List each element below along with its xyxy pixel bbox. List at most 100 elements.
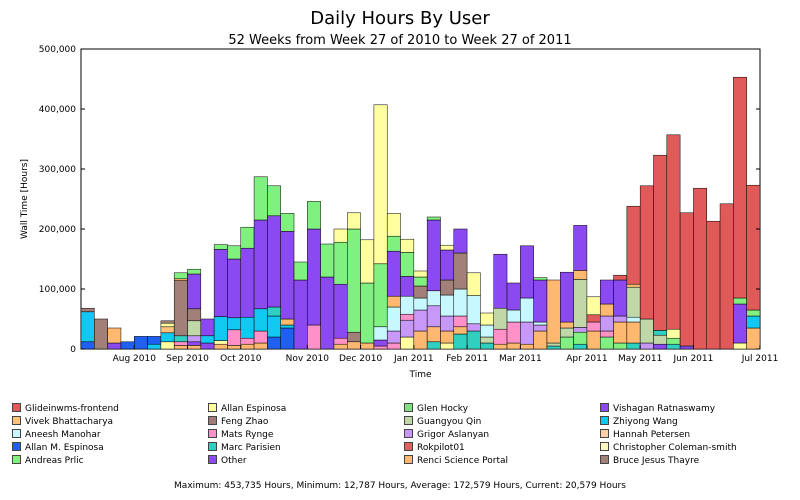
- bar-week-35-seg-2: [533, 324, 548, 332]
- bar-week-42-seg-4: [626, 286, 641, 318]
- bar-week-40-seg-1: [599, 336, 614, 350]
- bar-week-43-seg-1: [639, 342, 654, 350]
- bar-week-9-seg-1: [187, 345, 202, 350]
- x-axis-label: Time: [408, 370, 431, 380]
- bar-week-28-seg-4: [440, 294, 455, 317]
- y-tick-label-4: 400,000: [39, 105, 76, 115]
- legend-item: Bruce Jesus Thayre: [600, 455, 699, 466]
- bar-week-9-seg-5: [187, 308, 202, 322]
- bar-week-9-seg-6: [187, 273, 202, 310]
- legend-swatch: [12, 416, 21, 425]
- y-tick-label-1: 100,000: [39, 285, 76, 295]
- legend-item: Allan M. Espinosa: [12, 442, 104, 453]
- bar-week-23-seg-1: [373, 345, 388, 350]
- x-tick-label-11: Jul 2011: [741, 354, 779, 364]
- bar-week-3-seg-2: [107, 327, 122, 344]
- bar-week-34-seg-3: [520, 297, 534, 323]
- bar-week-39-seg-3: [586, 314, 601, 323]
- legend-label: Glen Hocky: [417, 404, 469, 414]
- bar-week-30-seg-4: [466, 272, 481, 296]
- bar-week-29-seg-6: [453, 228, 468, 254]
- bar-week-38-seg-2: [573, 331, 588, 345]
- bar-week-3-seg-1: [107, 342, 122, 350]
- legend-swatch: [208, 429, 217, 438]
- bar-week-26-seg-3: [413, 297, 428, 311]
- bar-week-23-seg-3: [373, 326, 388, 341]
- bar-week-10-seg-2: [200, 335, 215, 344]
- bar-week-33-seg-2: [506, 321, 521, 344]
- bar-week-44-seg-1: [653, 343, 668, 350]
- bar-week-25-seg-1: [400, 336, 415, 350]
- bar-week-40-seg-4: [599, 303, 614, 317]
- bar-week-8-seg-2: [173, 341, 188, 346]
- legend-item: Hannah Petersen: [600, 429, 690, 440]
- bar-week-7-seg-2: [160, 332, 175, 343]
- legend-label: Allan Espinosa: [221, 404, 287, 414]
- bar-week-38-seg-3: [573, 327, 588, 333]
- bar-week-14-seg-1: [253, 342, 268, 350]
- bar-week-9-seg-7: [187, 268, 202, 275]
- bar-week-7-seg-5: [160, 320, 175, 324]
- bar-week-2-seg-1: [94, 318, 108, 350]
- bar-week-49-seg-1: [719, 203, 734, 350]
- bar-week-17-seg-2: [293, 261, 308, 281]
- bar-week-19-seg-2: [320, 243, 335, 278]
- legend-item: Other: [208, 455, 247, 466]
- bar-week-1-seg-2: [80, 311, 95, 343]
- bar-week-43-seg-2: [639, 318, 654, 344]
- bar-week-17-seg-1: [293, 279, 308, 350]
- legend-swatch: [12, 403, 21, 412]
- bar-week-24-seg-7: [386, 213, 401, 237]
- bar-week-20-seg-1: [333, 343, 348, 350]
- bar-week-46-seg-1: [679, 345, 694, 350]
- x-tick-label-7: Mar 2011: [499, 354, 542, 364]
- bar-week-31-seg-2: [480, 336, 494, 344]
- chart-subtitle: 52 Weeks from Week 27 of 2010 to Week 27…: [228, 33, 572, 48]
- bar-week-12-seg-4: [227, 258, 242, 319]
- x-tick-label-3: Nov 2010: [286, 354, 330, 364]
- legend-label: Other: [221, 456, 247, 466]
- bar-week-21-seg-2: [347, 331, 361, 343]
- bar-week-36-seg-3: [546, 279, 561, 344]
- legend-item: Vivek Bhattacharya: [12, 416, 113, 427]
- bar-week-28-seg-1: [440, 342, 455, 350]
- bar-week-44-seg-3: [653, 330, 668, 336]
- bar-week-20-seg-3: [333, 283, 348, 339]
- bar-week-47-seg-1: [693, 187, 707, 350]
- chart-plot: 0 100,000 200,000 300,000 400,000 500,000 Aug …: [20, 45, 779, 380]
- bar-week-8-seg-3: [173, 335, 188, 343]
- bar-week-15-seg-5: [267, 185, 281, 217]
- x-tick-label-0: Aug 2010: [113, 354, 157, 364]
- legend-item: Aneesh Manohar: [12, 429, 101, 440]
- bar-week-42-seg-2: [626, 321, 641, 344]
- y-tick-label-2: 200,000: [39, 225, 76, 235]
- y-tick-label-5: 500,000: [39, 45, 76, 55]
- bar-week-8-seg-5: [173, 278, 188, 281]
- bar-week-45-seg-1: [666, 343, 681, 350]
- bar-week-29-seg-3: [453, 315, 468, 328]
- legend-item: Marc Parisien: [208, 442, 281, 453]
- bar-week-51-seg-2: [746, 315, 761, 329]
- bar-week-50-seg-1: [733, 342, 747, 350]
- bar-week-27-seg-6: [426, 216, 441, 221]
- bar-week-21-seg-1: [347, 341, 361, 350]
- bar-week-11-seg-1: [213, 343, 228, 350]
- bar-week-8-seg-6: [173, 272, 188, 280]
- bar-week-33-seg-1: [506, 342, 521, 350]
- bar-week-16-seg-1: [280, 327, 295, 350]
- bar-week-14-seg-2: [253, 330, 268, 344]
- bar-week-48-seg-1: [706, 220, 721, 350]
- x-tick-label-9: May 2011: [618, 354, 662, 364]
- bar-week-35-seg-3: [533, 321, 548, 326]
- legend-label: Hannah Petersen: [613, 430, 691, 440]
- bar-week-26-seg-4: [413, 285, 428, 299]
- bar-week-33-seg-4: [506, 282, 521, 311]
- bar-week-27-seg-2: [426, 326, 441, 343]
- legend-swatch: [208, 455, 217, 464]
- legend-swatch: [600, 442, 609, 451]
- bar-week-12-seg-3: [227, 317, 242, 331]
- bar-week-27-seg-5: [426, 219, 441, 292]
- legend-swatch: [404, 416, 413, 425]
- bar-week-8-seg-1: [173, 345, 188, 350]
- bar-week-22-seg-1: [360, 342, 375, 350]
